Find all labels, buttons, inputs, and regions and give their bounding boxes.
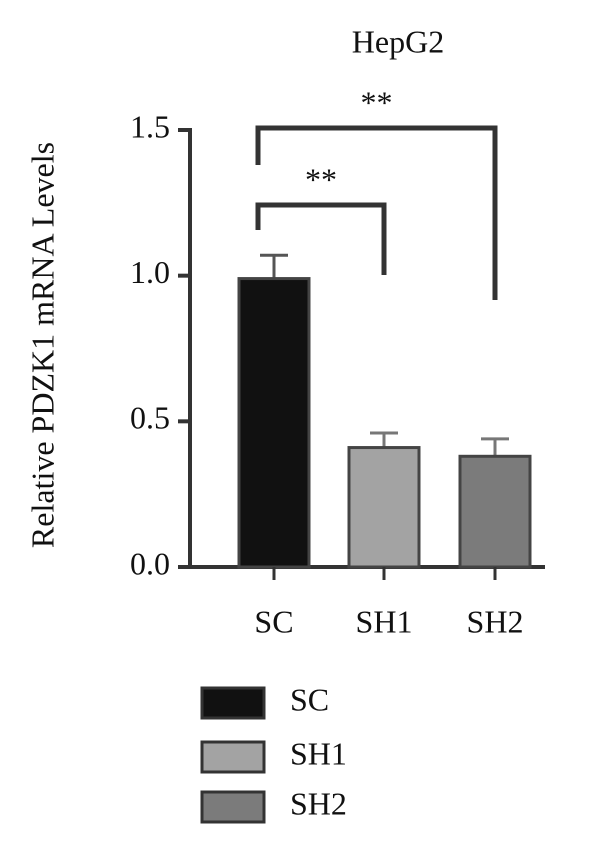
y-tick-label: 0.5 — [130, 400, 170, 436]
y-axis-label: Relative PDZK1 mRNA Levels — [24, 142, 60, 548]
y-tick-label: 1.0 — [130, 254, 170, 290]
legend-swatch — [200, 686, 266, 720]
significance-label: ** — [305, 161, 337, 197]
significance-label: ** — [361, 84, 393, 120]
y-tick-label: 1.5 — [130, 108, 170, 144]
significance-bracket — [255, 202, 387, 275]
legend-label: SH2 — [290, 785, 347, 821]
significance-bracket — [255, 125, 498, 300]
bar — [237, 277, 311, 569]
legend-label: SH1 — [290, 735, 347, 771]
bar — [347, 446, 421, 569]
y-tick-label: 0.0 — [130, 545, 170, 581]
legend-swatch — [200, 790, 266, 824]
x-tick-label: SH2 — [467, 603, 524, 639]
x-tick-label: SC — [254, 603, 293, 639]
x-tick-label: SH1 — [356, 603, 413, 639]
legend-swatch — [200, 740, 266, 774]
chart-title: HepG2 — [352, 23, 444, 59]
legend-label: SC — [290, 681, 329, 717]
bar — [458, 454, 532, 569]
